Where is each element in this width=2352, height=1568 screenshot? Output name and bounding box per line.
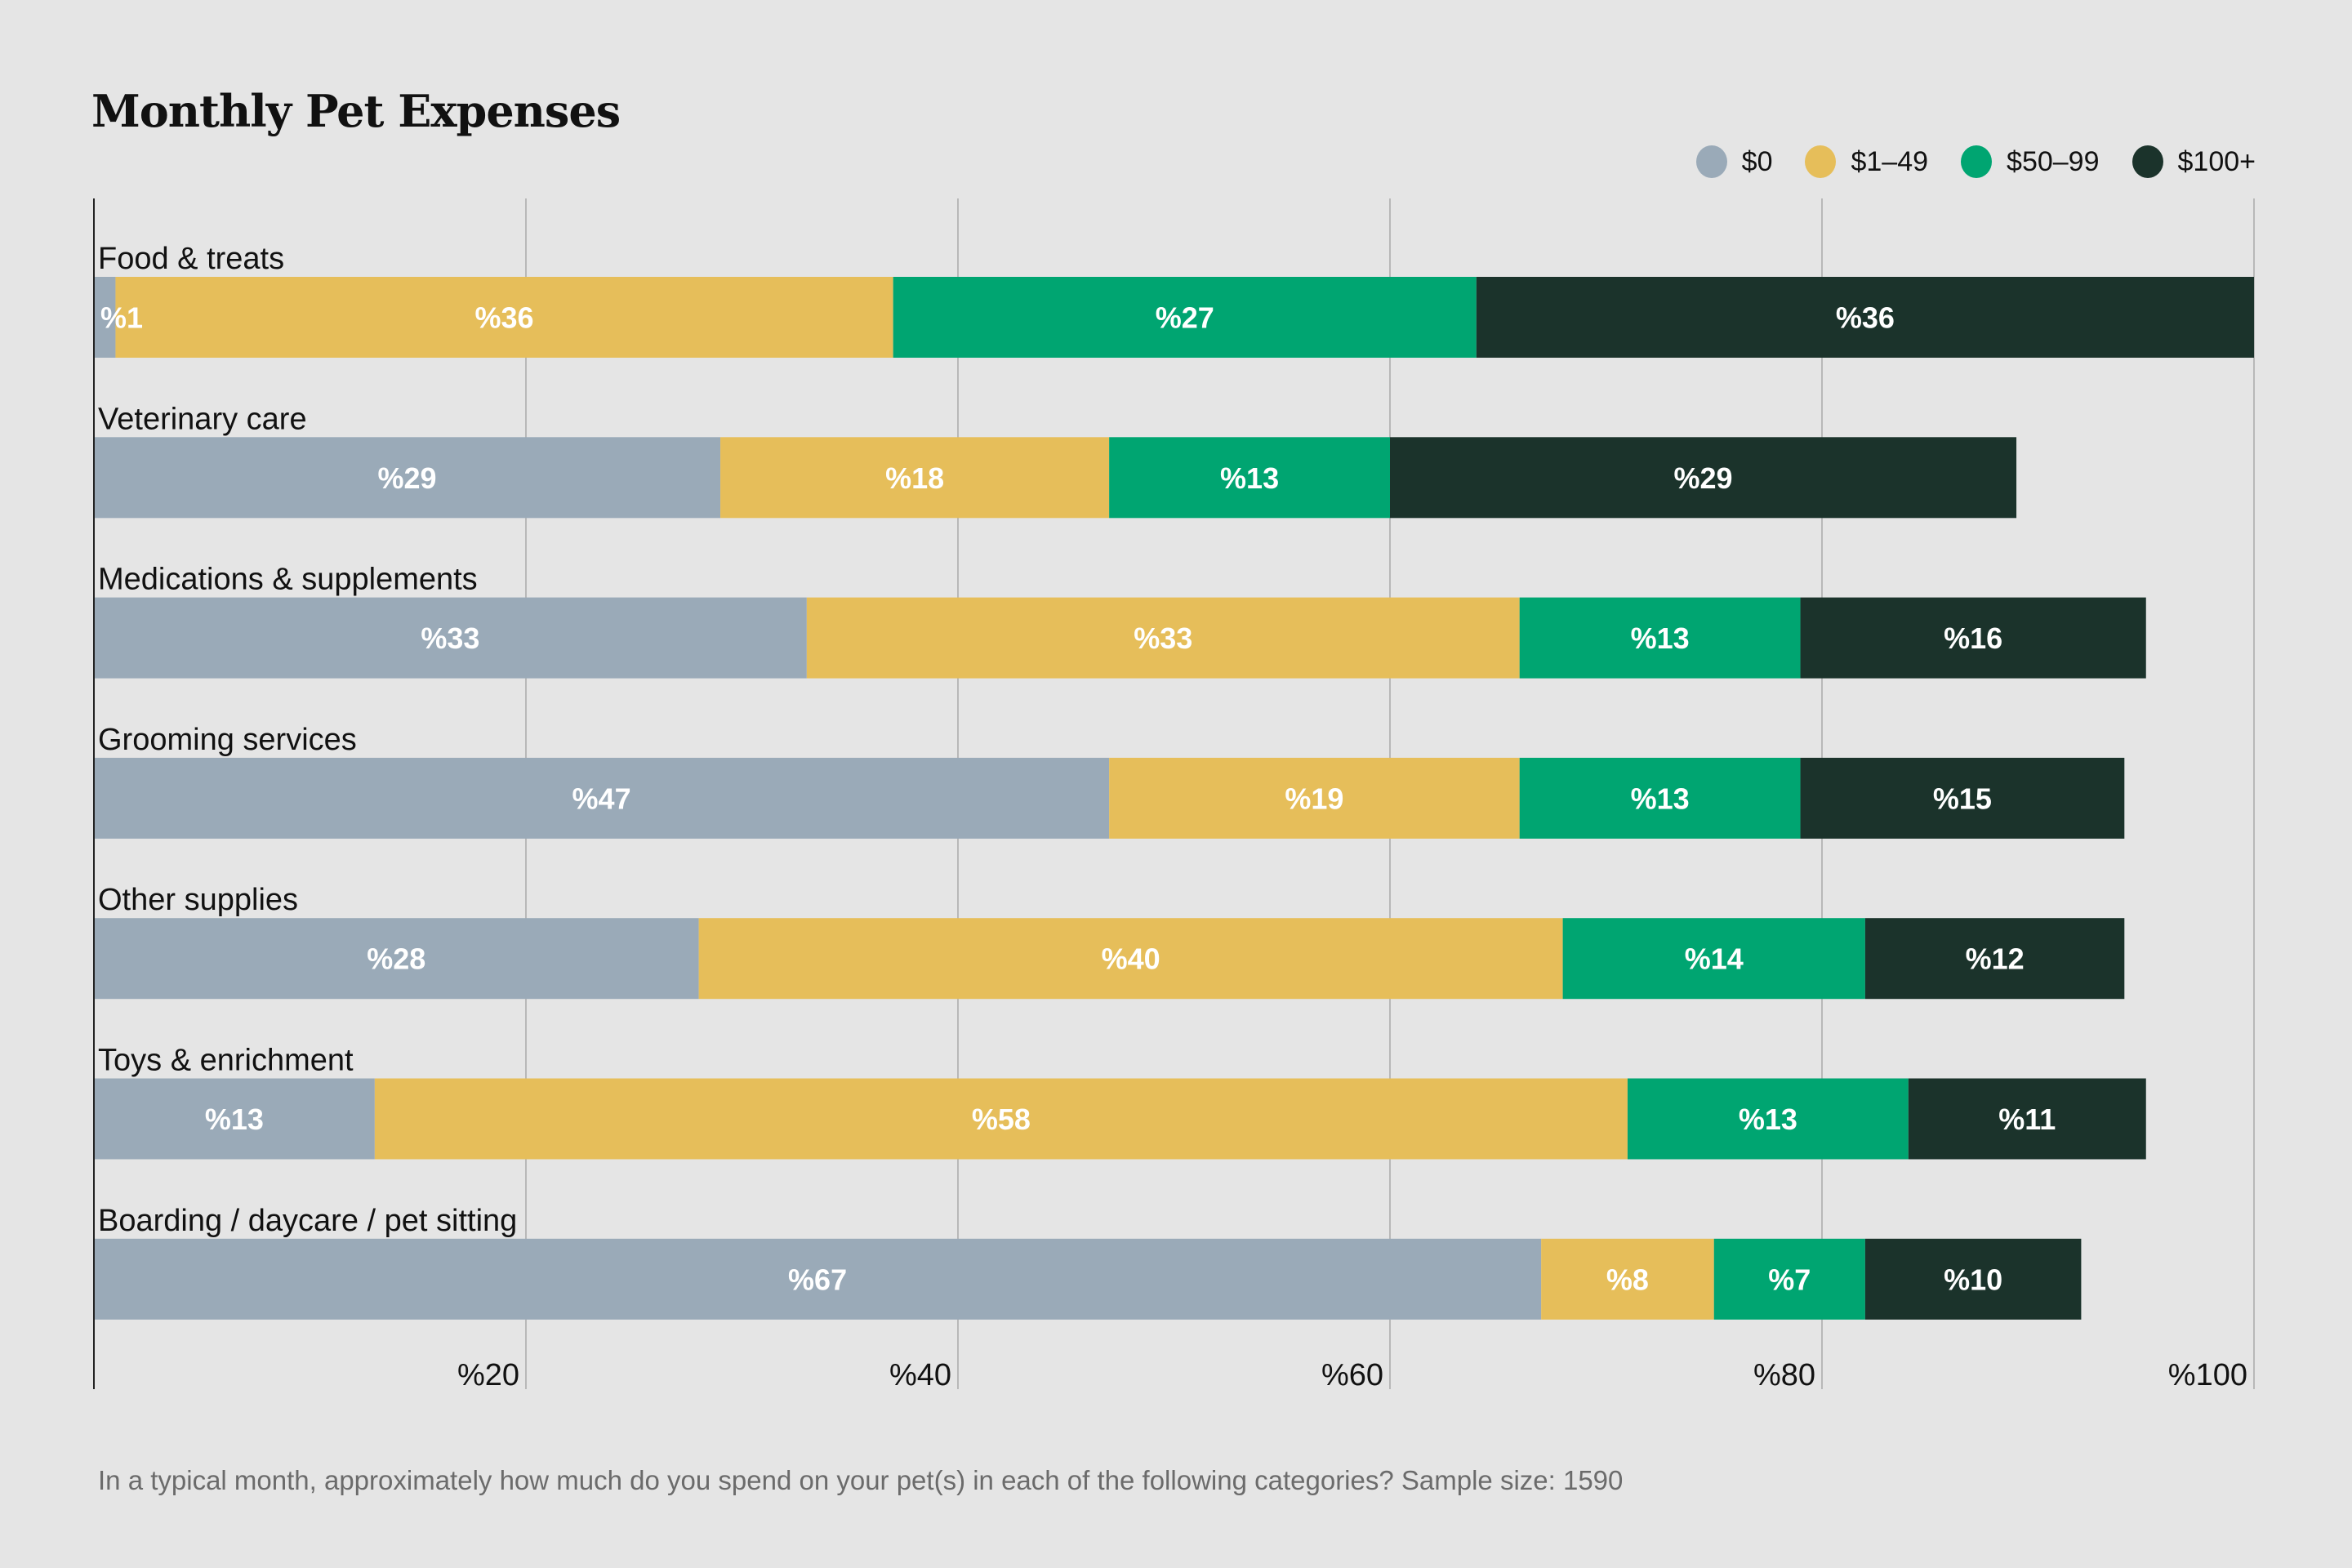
value-label: %18 xyxy=(885,461,944,495)
bar-segment xyxy=(115,277,893,358)
x-tick-labels: %20 %40 %60 %80 %100 xyxy=(457,1358,2247,1392)
value-label: %7 xyxy=(1768,1263,1811,1296)
legend-swatch-1-49-dollars xyxy=(1805,145,1837,178)
value-labels: %1 %36 %27 %36 %29 %18 %13 %29 %33 %33 %13 %16 %47 %1… xyxy=(100,301,2056,1297)
bar-segment xyxy=(698,918,1563,1000)
value-label: %36 xyxy=(475,301,534,335)
footnote: In a typical month, approximately how mu… xyxy=(98,1465,1624,1495)
legend-item-0: $0 xyxy=(1695,145,1773,178)
legend-item-3: $100+ xyxy=(2132,145,2256,178)
bar-segment xyxy=(1541,1238,1714,1320)
legend-label: $100+ xyxy=(2177,145,2256,177)
bar-segment xyxy=(94,757,1110,839)
bar-segment xyxy=(1390,437,2017,519)
value-label: %13 xyxy=(1631,621,1690,655)
value-label: %8 xyxy=(1606,1263,1649,1296)
legend-label: $1–49 xyxy=(1851,145,1929,177)
bar-segment xyxy=(893,277,1477,358)
chart-title: Monthly Pet Expenses xyxy=(91,85,621,137)
value-label: %58 xyxy=(972,1102,1031,1136)
value-label: %13 xyxy=(1631,782,1690,815)
bar-segment xyxy=(1519,597,1801,679)
bar-segment xyxy=(1864,918,2125,1000)
bar-segment xyxy=(1109,757,1520,839)
bar-segment xyxy=(94,437,721,519)
bar-segment xyxy=(1800,597,2146,679)
bar-segment xyxy=(1109,437,1390,519)
value-label: %33 xyxy=(421,621,479,655)
x-tick-label: %60 xyxy=(1321,1358,1383,1392)
bar-segment xyxy=(94,597,807,679)
value-label: %36 xyxy=(1836,301,1895,335)
value-label: %16 xyxy=(1944,621,2002,655)
value-label: %47 xyxy=(572,782,631,815)
value-label: %1 xyxy=(100,301,143,335)
x-tick-label: %40 xyxy=(889,1358,951,1392)
x-tick-label: %100 xyxy=(2168,1358,2247,1392)
bar-segment xyxy=(94,1078,375,1160)
bar-segment xyxy=(1627,1078,1909,1160)
bar-segment xyxy=(1800,757,2125,839)
legend: $0 $1–49 $50–99 $100+ xyxy=(1695,145,2256,178)
legend-label: $50–99 xyxy=(2007,145,2100,177)
value-label: %10 xyxy=(1944,1263,2002,1296)
value-label: %14 xyxy=(1685,942,1744,976)
value-label: %15 xyxy=(1933,782,1992,815)
bar-segment xyxy=(1864,1238,2082,1320)
value-label: %29 xyxy=(1673,461,1732,495)
legend-label: $0 xyxy=(1741,145,1773,177)
category-label: Veterinary care xyxy=(98,402,307,436)
x-tick-label: %20 xyxy=(457,1358,519,1392)
bar-segment xyxy=(374,1078,1628,1160)
x-tick-label: %80 xyxy=(1753,1358,1815,1392)
bar-segment xyxy=(1908,1078,2146,1160)
category-label: Grooming services xyxy=(98,723,357,757)
value-label: %29 xyxy=(377,461,436,495)
value-label: %11 xyxy=(1998,1102,2056,1136)
category-labels: Food & treats Veterinary care Medications … xyxy=(98,242,517,1238)
bar-segment xyxy=(1713,1238,1865,1320)
category-label: Toys & enrichment xyxy=(98,1044,354,1078)
bar-segment xyxy=(94,277,116,358)
value-label: %13 xyxy=(205,1102,264,1136)
bar-segment xyxy=(1519,757,1801,839)
value-label: %13 xyxy=(1220,461,1279,495)
bar-segment xyxy=(94,1238,1542,1320)
value-label: %67 xyxy=(788,1263,847,1296)
category-label: Boarding / daycare / pet sitting xyxy=(98,1204,517,1238)
legend-swatch-100-plus-dollars xyxy=(2132,145,2163,178)
bar-segment xyxy=(1562,918,1865,1000)
value-label: %40 xyxy=(1102,942,1160,976)
legend-item-1: $1–49 xyxy=(1805,145,1928,178)
bars xyxy=(94,277,2254,1320)
category-label: Food & treats xyxy=(98,242,284,276)
category-label: Other supplies xyxy=(98,883,298,917)
value-label: %13 xyxy=(1739,1102,1797,1136)
bar-segment xyxy=(720,437,1110,519)
value-label: %12 xyxy=(1966,942,2025,976)
legend-swatch-50-99-dollars xyxy=(1961,145,1993,178)
value-label: %28 xyxy=(367,942,425,976)
bar-segment xyxy=(94,918,699,1000)
category-label: Medications & supplements xyxy=(98,563,478,597)
value-label: %27 xyxy=(1156,301,1214,335)
bar-segment xyxy=(1476,277,2254,358)
legend-swatch-0-dollars xyxy=(1695,145,1727,178)
legend-item-2: $50–99 xyxy=(1961,145,2100,178)
value-label: %19 xyxy=(1285,782,1343,815)
bar-segment xyxy=(806,597,1520,679)
value-label: %33 xyxy=(1134,621,1192,655)
